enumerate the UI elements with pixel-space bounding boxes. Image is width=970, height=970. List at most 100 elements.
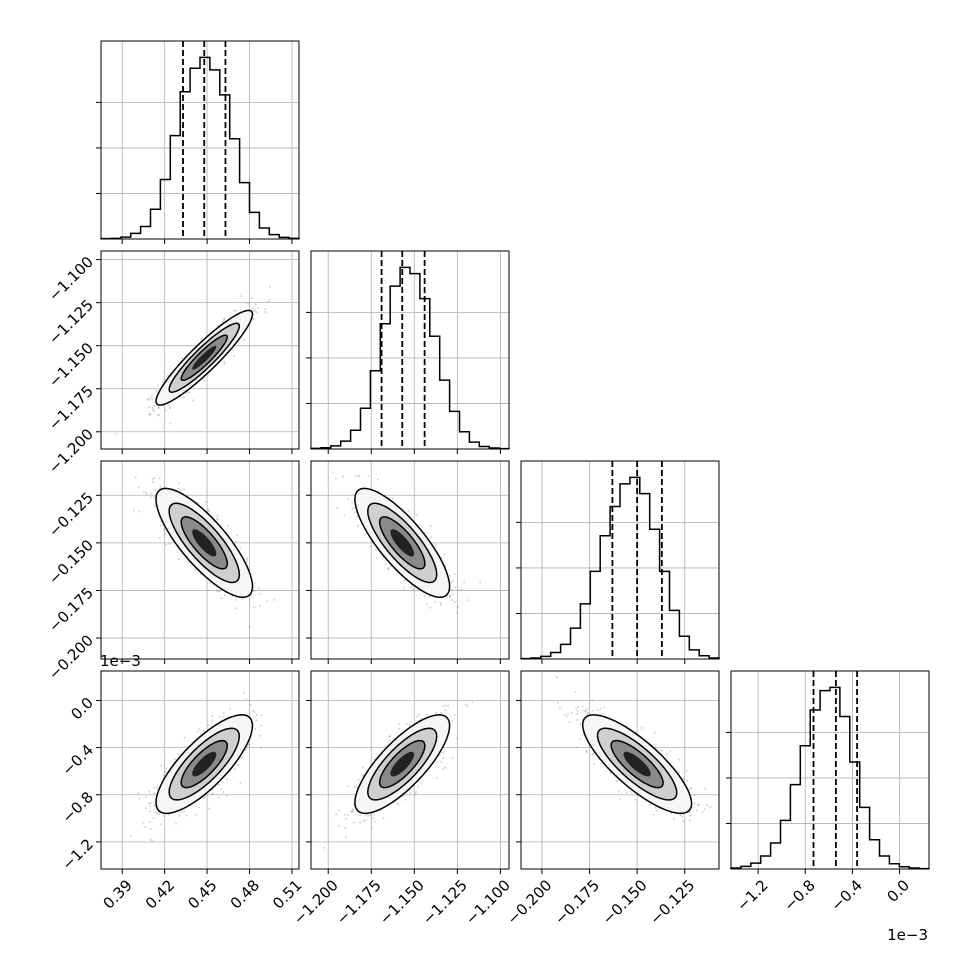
density-contour — [155, 309, 254, 406]
scatter-point — [576, 709, 579, 712]
scatter-point — [264, 308, 267, 310]
scatter-point — [669, 750, 672, 753]
scatter-point — [193, 568, 196, 571]
scatter-point — [629, 791, 632, 794]
scatter-point — [152, 481, 154, 483]
scatter-point — [185, 560, 188, 563]
scatter-point — [138, 510, 141, 513]
scatter-point — [701, 810, 704, 813]
scatter-point — [233, 767, 236, 770]
scatter-point — [337, 824, 340, 827]
scatter-point — [429, 524, 432, 527]
scatter-point — [557, 701, 559, 704]
scatter-point — [359, 814, 362, 817]
scatter-point — [409, 791, 412, 794]
scatter-point — [703, 808, 706, 811]
scatter-point — [351, 501, 354, 504]
scatter-point — [151, 398, 154, 401]
x-tick-label-3: −1.2 — [733, 876, 771, 914]
scatter-point — [244, 748, 247, 751]
scatter-point — [153, 496, 156, 499]
scatter-point — [412, 588, 415, 591]
density-contour — [610, 739, 664, 789]
x-tick-label-0: 0.48 — [227, 876, 263, 912]
scatter-point — [600, 762, 603, 765]
scatter-point — [451, 599, 454, 602]
scatter-point — [264, 311, 267, 313]
scatter-point — [654, 731, 656, 734]
scatter-point — [153, 404, 156, 407]
scatter-point — [243, 691, 246, 694]
scatter-point — [354, 475, 357, 478]
scatter-point — [255, 713, 258, 716]
x-tick-label-0: 0.42 — [142, 876, 178, 912]
scatter-point — [351, 810, 354, 813]
scatter-point — [132, 509, 135, 512]
scatter-point — [255, 311, 258, 314]
scatter-point — [144, 491, 147, 493]
x-tick-label-2: −0.125 — [646, 876, 698, 928]
scatter-point — [218, 590, 221, 593]
scatter-point — [439, 603, 442, 606]
scatter-point — [218, 716, 221, 718]
scatter-point — [149, 496, 152, 499]
scatter-point — [144, 825, 147, 828]
corner-plot-root — [96, 40, 930, 874]
scatter-point — [640, 727, 643, 729]
scatter-point — [188, 391, 191, 394]
scatter-point — [457, 588, 460, 591]
histogram-step-2 — [520, 476, 720, 660]
scatter-point — [633, 798, 636, 801]
panel-1-0 — [96, 250, 300, 454]
scatter-point — [200, 337, 203, 340]
scatter-point — [162, 528, 165, 531]
scatter-point — [444, 709, 447, 712]
scatter-point — [361, 766, 364, 769]
scatter-point — [693, 802, 696, 805]
scatter-point — [403, 586, 406, 589]
scatter-point — [391, 497, 394, 500]
scatter-point — [153, 786, 156, 789]
scatter-point — [690, 787, 693, 790]
scatter-point — [365, 814, 368, 817]
scatter-point — [174, 758, 176, 761]
scatter-point — [574, 691, 577, 694]
scatter-point — [157, 413, 160, 416]
scatter-point — [208, 510, 211, 513]
x-tick-label-3: −0.4 — [827, 876, 865, 914]
scatter-point — [619, 798, 621, 801]
scatter-point — [152, 406, 155, 409]
scatter-point — [152, 409, 154, 411]
scatter-point — [567, 712, 570, 715]
scatter-point — [158, 536, 161, 539]
panel-3-0 — [96, 670, 300, 874]
density-contour — [168, 727, 241, 801]
scatter-point — [396, 803, 399, 806]
scatter-point — [157, 414, 160, 417]
scatter-point — [167, 404, 170, 407]
scatter-point — [402, 579, 405, 582]
scatter-point — [260, 725, 263, 727]
y-tick-label-2: −0.200 — [45, 631, 97, 683]
scatter-point — [454, 586, 457, 589]
scatter-point — [239, 295, 242, 298]
scatter-point — [158, 812, 161, 815]
scatter-point — [447, 704, 450, 707]
scatter-point — [142, 491, 145, 494]
scatter-point — [153, 805, 156, 807]
scatter-point — [178, 814, 181, 817]
scatter-point — [217, 518, 219, 521]
scatter-point — [625, 791, 628, 794]
scatter-point — [205, 500, 208, 503]
scatter-point — [249, 703, 252, 706]
scatter-point — [157, 407, 160, 410]
scatter-point — [149, 802, 152, 805]
scatter-point — [248, 303, 250, 305]
density-contour — [378, 739, 426, 789]
scatter-point — [398, 722, 401, 725]
scatter-point — [364, 819, 367, 822]
density-fill — [390, 529, 415, 557]
scatter-point — [168, 406, 171, 409]
y-tick-label-3: −1.2 — [59, 835, 97, 873]
panel-2-1 — [306, 460, 510, 664]
